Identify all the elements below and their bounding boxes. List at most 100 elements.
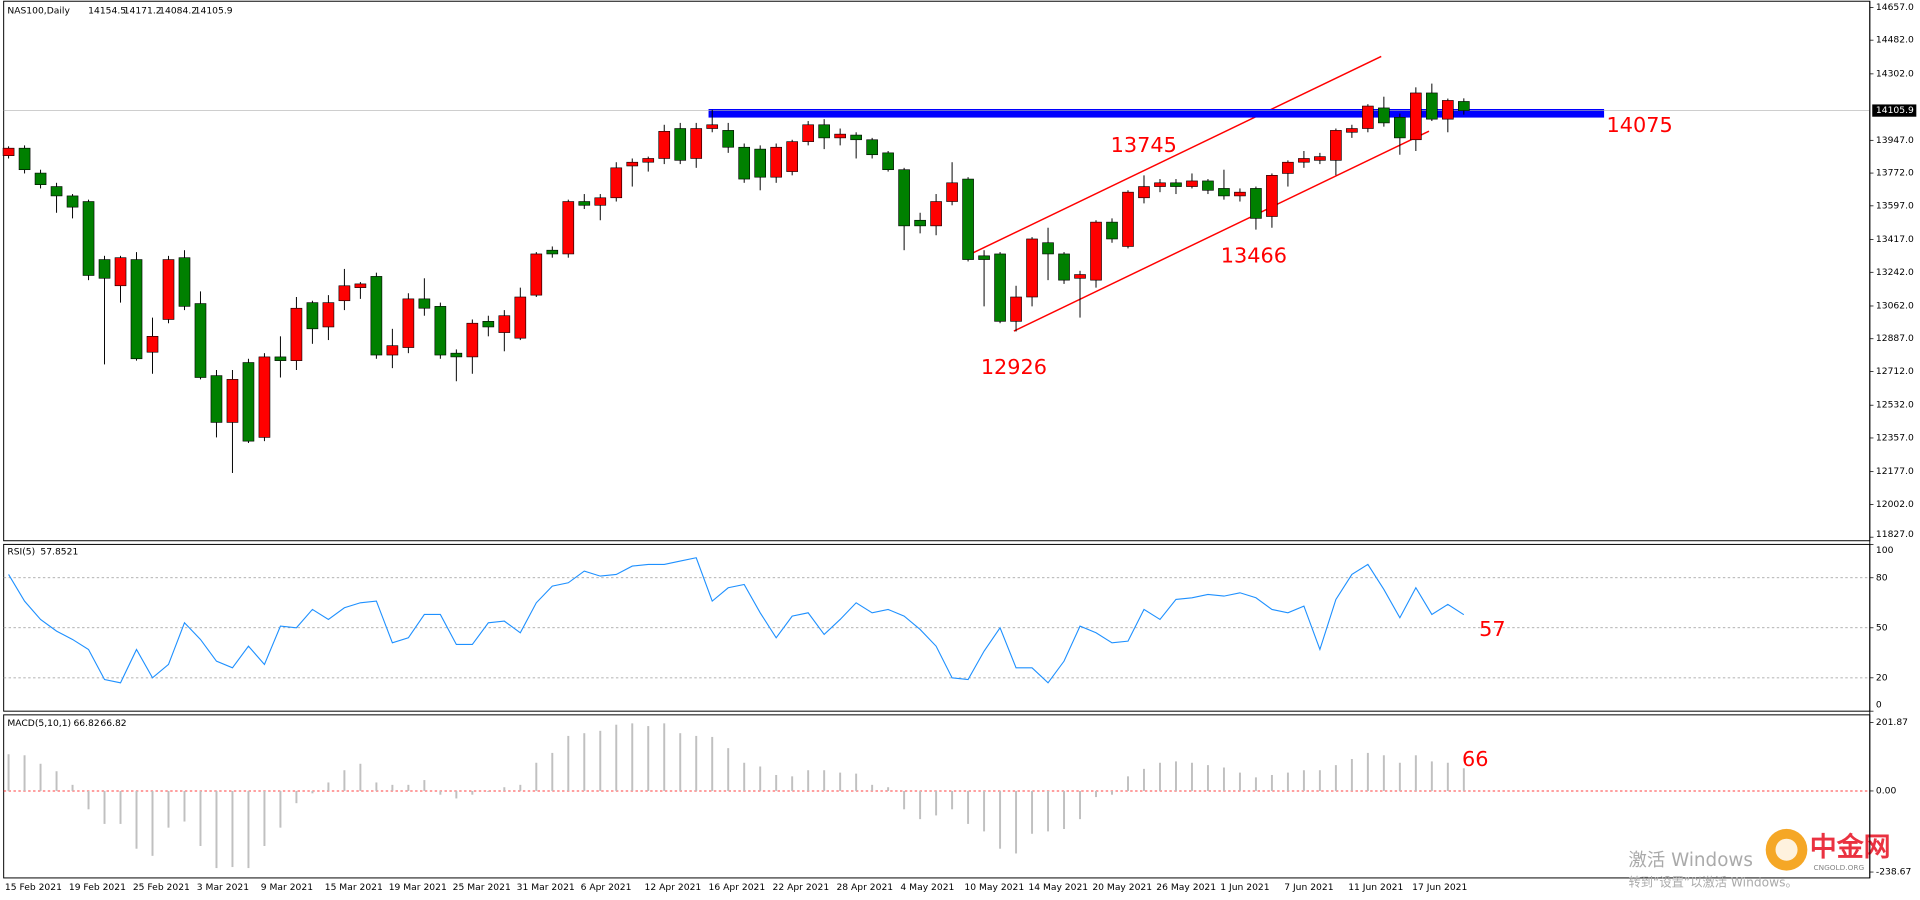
candle-body — [98, 259, 111, 279]
y-tick-label: 20 — [1876, 672, 1888, 683]
macd-bar — [1206, 765, 1209, 791]
x-tick-label: 20 May 2021 — [1092, 882, 1152, 893]
y-tick-label: 12532.0 — [1876, 400, 1914, 411]
macd-bar — [1350, 759, 1353, 791]
candle-body — [1010, 296, 1022, 322]
x-tick-label: 10 May 2021 — [964, 882, 1024, 893]
macd-bar — [327, 782, 330, 791]
candle-body — [562, 201, 575, 255]
candle-body — [1362, 105, 1374, 129]
x-tick-label: 4 May 2021 — [900, 882, 954, 893]
y-tick-label: 13417.0 — [1876, 234, 1914, 245]
x-tick-label: 15 Feb 2021 — [5, 882, 62, 893]
candle-body — [898, 169, 910, 227]
candle-body — [738, 146, 751, 180]
logo-site: CNGOLD.ORG — [1813, 863, 1864, 872]
candle-body — [1378, 107, 1390, 124]
macd-bar — [263, 790, 266, 846]
x-tick-label: 7 Jun 2021 — [1284, 882, 1333, 893]
candle-body — [194, 303, 207, 378]
candle-body — [178, 257, 191, 307]
macd-bar — [567, 735, 570, 791]
candle-body — [114, 257, 127, 287]
candle-body — [466, 322, 479, 358]
y-tick-label: 13242.0 — [1876, 267, 1914, 278]
macd-bar — [1334, 765, 1337, 791]
macd-bar — [135, 790, 138, 849]
macd-bar — [1159, 762, 1161, 791]
macd-bar — [391, 784, 394, 791]
macd-bar — [55, 771, 58, 791]
candle-body — [610, 167, 623, 199]
candle-body — [1394, 116, 1406, 139]
y-tick-label: 0 — [1876, 700, 1882, 711]
y-tick-label: 13772.0 — [1876, 168, 1914, 179]
macd-bar — [247, 790, 250, 869]
y-tick-label: 12002.0 — [1876, 499, 1914, 510]
macd-bar — [1222, 767, 1225, 791]
current-price-tag — [1872, 104, 1917, 117]
macd-bar — [455, 790, 458, 799]
candle-body — [338, 285, 351, 302]
x-tick-label: 15 Mar 2021 — [325, 882, 383, 893]
candle-body — [578, 201, 591, 206]
candle-body — [1410, 92, 1422, 141]
y-tick-label: 13597.0 — [1876, 200, 1914, 211]
candle-body — [498, 315, 511, 333]
macd-bar — [583, 733, 586, 791]
macd-bar — [151, 790, 154, 856]
x-tick-label: 11 Jun 2021 — [1348, 882, 1403, 893]
macd-bar — [1446, 762, 1449, 791]
macd-bar — [999, 790, 1002, 849]
candle-body — [1090, 221, 1102, 281]
candle-body — [818, 124, 830, 139]
candle-body — [690, 128, 703, 159]
x-tick-label: 28 Apr 2021 — [836, 882, 893, 893]
candle-body — [306, 302, 319, 330]
candle-body — [1138, 186, 1150, 199]
macd-bar — [663, 723, 666, 791]
macd-bar — [311, 790, 314, 794]
symbol-title: NAS100,Daily — [7, 6, 70, 17]
macd-bar — [551, 752, 554, 791]
x-tick-label: 3 Mar 2021 — [197, 882, 249, 893]
indicator-title: RSI(5) — [7, 546, 35, 557]
indicator-value: 57.8521 — [40, 546, 78, 557]
macd-bar — [199, 790, 202, 846]
indicator-title: MACD(5,10,1) — [7, 718, 71, 729]
macd-bar — [487, 790, 490, 792]
watermark-subtitle: 转到“设置”以激活 Windows。 — [1629, 874, 1798, 889]
macd-bar — [1414, 755, 1417, 791]
candle-body — [242, 362, 255, 442]
macd-bar — [855, 773, 858, 791]
watermark-title: 激活 Windows — [1629, 850, 1753, 871]
macd-bar — [919, 790, 922, 820]
macd-bar — [1143, 768, 1145, 791]
candle-body — [722, 130, 735, 148]
candle-body — [1106, 221, 1118, 240]
x-tick-label: 6 Apr 2021 — [581, 882, 632, 893]
y-tick-label: 14657.0 — [1876, 2, 1914, 13]
candle-body — [1026, 238, 1038, 298]
y-tick-label: 100 — [1876, 545, 1894, 556]
macd-bar — [727, 748, 730, 791]
macd-bar — [423, 780, 426, 791]
candle-body — [34, 172, 47, 185]
macd-bar — [1398, 762, 1401, 791]
candle-body — [2, 147, 15, 156]
candle-body — [546, 249, 559, 255]
macd-bar — [887, 787, 890, 791]
candle-body — [146, 336, 159, 353]
macd-bar — [791, 776, 794, 791]
macd-bar — [759, 766, 762, 791]
candle-body — [962, 178, 974, 260]
candle-body — [674, 128, 687, 161]
candle-body — [162, 259, 175, 320]
candle-body — [1426, 92, 1438, 120]
header-open: 14154.5 — [88, 6, 126, 17]
macd-bar — [599, 730, 602, 791]
macd-bar — [823, 770, 826, 791]
macd-bar — [119, 790, 122, 824]
